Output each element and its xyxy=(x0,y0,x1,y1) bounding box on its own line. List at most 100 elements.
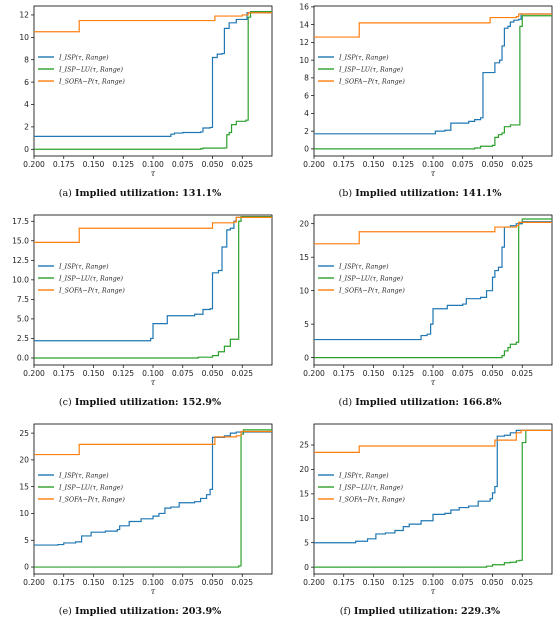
legend-label: I_ISP−LU(τ, Range) xyxy=(338,484,403,491)
y-tick-label: 0 xyxy=(24,563,29,572)
legend-label: I_ISP−LU(τ, Range) xyxy=(338,275,403,282)
series-line-sofa xyxy=(34,216,272,243)
y-tick-label: 5 xyxy=(304,320,309,329)
y-tick-label: 0 xyxy=(24,145,29,154)
x-tick-label: 0.125 xyxy=(112,160,134,169)
legend-label: I_ISP−LU(τ, Range) xyxy=(58,275,123,282)
x-tick-label: 0.200 xyxy=(303,369,325,378)
x-tick-label: 0.150 xyxy=(83,160,105,169)
legend-label: I_SOFA−P(τ, Range) xyxy=(58,496,125,503)
legend-label: I_ISP(τ, Range) xyxy=(58,54,109,61)
x-axis-label: τ xyxy=(151,378,156,387)
plot-frame xyxy=(313,423,553,575)
y-tick-label: 15.0 xyxy=(12,236,29,245)
legend-label: I_ISP(τ, Range) xyxy=(338,54,389,61)
x-tick-label: 0.200 xyxy=(23,369,45,378)
x-axis-label: τ xyxy=(431,378,436,387)
y-tick-label: 2 xyxy=(304,127,309,136)
subfigure-caption: (f) Implied utilization: 229.3% xyxy=(340,606,500,617)
series-line-sofa xyxy=(314,429,552,453)
x-tick-label: 0.200 xyxy=(303,578,325,587)
x-tick-label: 0.050 xyxy=(202,369,224,378)
y-tick-label: 14 xyxy=(299,20,309,29)
x-tick-label: 0.200 xyxy=(23,160,45,169)
y-tick-label: 12.5 xyxy=(12,256,29,265)
legend-label: I_ISP−LU(τ, Range) xyxy=(338,66,403,73)
line-chart: 0.200 0.175 0.150 0.125 0.100 0.075 0.050 0.025… xyxy=(19,423,273,617)
chart-panel: 0.200 0.175 0.150 0.125 0.100 0.075 0.050 0.025… xyxy=(280,0,560,209)
x-tick-label: 0.025 xyxy=(231,369,253,378)
legend-label: I_ISP(τ, Range) xyxy=(58,472,109,479)
x-tick-label: 0.175 xyxy=(53,578,75,587)
y-tick-label: 6 xyxy=(304,91,309,100)
legend-label: I_ISP(τ, Range) xyxy=(338,472,389,479)
x-tick-label: 0.150 xyxy=(83,369,105,378)
x-tick-label: 0.150 xyxy=(363,160,385,169)
plot-frame xyxy=(33,214,273,366)
line-chart: 0.200 0.175 0.150 0.125 0.100 0.075 0.050 0.025… xyxy=(299,3,553,199)
x-tick-label: 0.100 xyxy=(142,578,164,587)
x-tick-label: 0.100 xyxy=(422,369,444,378)
series-line-sofa xyxy=(314,221,552,245)
chart-panel: 0.200 0.175 0.150 0.125 0.100 0.075 0.050 0.025… xyxy=(0,0,280,209)
x-tick-label: 0.025 xyxy=(511,369,533,378)
y-tick-label: 25 xyxy=(299,441,309,450)
y-tick-label: 0 xyxy=(304,563,309,572)
x-tick-label: 0.200 xyxy=(303,160,325,169)
x-tick-label: 0.050 xyxy=(482,160,504,169)
plot-frame xyxy=(33,5,273,157)
x-tick-label: 0.125 xyxy=(112,369,134,378)
y-tick-label: 0 xyxy=(304,353,309,362)
y-tick-label: 12 xyxy=(299,38,309,47)
y-tick-label: 4 xyxy=(24,100,29,109)
x-tick-label: 0.075 xyxy=(452,578,474,587)
y-tick-label: 2 xyxy=(24,123,29,132)
x-tick-label: 0.075 xyxy=(452,369,474,378)
y-tick-label: 16 xyxy=(299,3,309,12)
x-tick-label: 0.075 xyxy=(172,160,194,169)
series-line-isp-lu xyxy=(314,15,552,150)
plot-frame xyxy=(33,423,273,575)
series-line-sofa xyxy=(34,430,272,456)
y-tick-label: 10 xyxy=(19,509,29,518)
chart-panel: 0.200 0.175 0.150 0.125 0.100 0.075 0.050 0.025… xyxy=(0,209,280,418)
legend-label: I_SOFA−P(τ, Range) xyxy=(338,287,405,294)
y-tick-label: 10.0 xyxy=(12,276,29,285)
y-tick-label: 15 xyxy=(19,482,29,491)
y-tick-label: 17.5 xyxy=(12,217,29,226)
x-tick-label: 0.150 xyxy=(363,369,385,378)
x-tick-label: 0.125 xyxy=(112,578,134,587)
x-tick-label: 0.125 xyxy=(392,578,414,587)
y-tick-label: 6 xyxy=(24,78,29,87)
chart-panel: 0.200 0.175 0.150 0.125 0.100 0.075 0.050 0.025… xyxy=(280,209,560,418)
y-tick-label: 5 xyxy=(24,536,29,545)
y-tick-label: 10 xyxy=(19,33,29,42)
x-tick-label: 0.100 xyxy=(142,160,164,169)
legend: I_ISP(τ, Range) I_ISP−LU(τ, Range) I_SOFA−… xyxy=(38,263,125,294)
legend-label: I_ISP−LU(τ, Range) xyxy=(58,66,123,73)
x-tick-label: 0.175 xyxy=(333,369,355,378)
x-tick-label: 0.050 xyxy=(202,160,224,169)
legend: I_ISP(τ, Range) I_ISP−LU(τ, Range) I_SOFA−… xyxy=(38,54,125,85)
series-line-isp xyxy=(314,429,552,544)
x-tick-label: 0.100 xyxy=(422,578,444,587)
y-tick-label: 4 xyxy=(304,109,309,118)
legend-label: I_ISP(τ, Range) xyxy=(338,263,389,270)
subfigure-caption: (c) Implied utilization: 152.9% xyxy=(59,397,221,408)
y-tick-label: 10 xyxy=(299,56,309,65)
legend: I_ISP(τ, Range) I_ISP−LU(τ, Range) I_SOFA−… xyxy=(38,472,125,503)
x-tick-label: 0.025 xyxy=(511,160,533,169)
plot-frame xyxy=(313,5,553,157)
series-line-isp xyxy=(34,216,272,342)
y-tick-label: 15 xyxy=(299,490,309,499)
x-tick-label: 0.175 xyxy=(333,578,355,587)
chart-panel: 0.200 0.175 0.150 0.125 0.100 0.075 0.050 0.025… xyxy=(280,418,560,627)
y-tick-label: 8 xyxy=(24,55,29,64)
x-tick-label: 0.175 xyxy=(53,160,75,169)
x-tick-label: 0.100 xyxy=(422,160,444,169)
line-chart: 0.200 0.175 0.150 0.125 0.100 0.075 0.050 0.025… xyxy=(19,5,273,199)
y-tick-label: 20 xyxy=(299,219,309,228)
line-chart: 0.200 0.175 0.150 0.125 0.100 0.075 0.050 0.025… xyxy=(12,214,273,408)
legend-label: I_SOFA−P(τ, Range) xyxy=(58,287,125,294)
